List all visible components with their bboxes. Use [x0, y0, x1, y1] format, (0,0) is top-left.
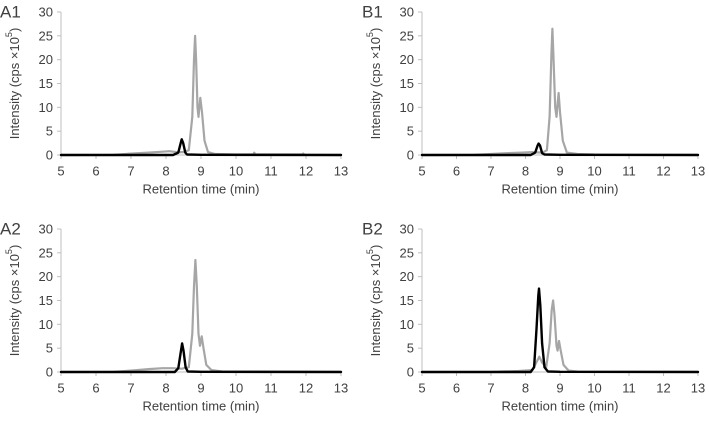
x-tick-label: 7	[487, 164, 494, 179]
y-tick-label: 0	[407, 365, 414, 380]
panel-label: A1	[0, 3, 21, 22]
x-tick-label: 5	[57, 164, 64, 179]
x-tick-label: 12	[656, 164, 670, 179]
y-tick-label: 10	[39, 317, 53, 332]
x-tick-label: 10	[229, 381, 243, 396]
y-tick-label: 30	[39, 222, 53, 237]
y-tick-label: 30	[39, 5, 53, 20]
y-axis-label: Intensity (cps ×105)	[4, 245, 22, 357]
y-axis-label: Intensity (cps ×105)	[4, 28, 22, 140]
series-line-gray	[59, 258, 343, 374]
x-tick-label: 9	[197, 381, 204, 396]
x-tick-label: 11	[264, 381, 278, 396]
y-tick-label: 15	[39, 293, 53, 308]
x-tick-label: 13	[334, 381, 348, 396]
x-tick-label: 5	[418, 164, 425, 179]
x-tick-label: 9	[556, 164, 563, 179]
y-tick-label: 25	[39, 28, 53, 43]
x-tick-label: 8	[162, 381, 169, 396]
y-tick-label: 5	[407, 341, 414, 356]
panel-label: B1	[362, 3, 383, 22]
x-tick-label: 5	[57, 381, 64, 396]
y-tick-label: 20	[39, 52, 53, 67]
x-tick-label: 12	[299, 381, 313, 396]
x-axis-label: Retention time (min)	[501, 182, 618, 197]
series-line-black	[59, 342, 343, 374]
x-tick-label: 10	[587, 164, 601, 179]
y-tick-label: 25	[400, 245, 414, 260]
y-tick-label: 15	[400, 293, 414, 308]
x-tick-label: 6	[453, 381, 460, 396]
series-line-gray	[59, 34, 343, 157]
y-tick-label: 30	[400, 5, 414, 20]
x-tick-label: 11	[622, 164, 636, 179]
y-tick-label: 0	[46, 365, 53, 380]
x-tick-label: 7	[127, 381, 134, 396]
x-tick-label: 13	[691, 381, 705, 396]
x-tick-label: 5	[418, 381, 425, 396]
x-tick-label: 10	[587, 381, 601, 396]
panel-label: B2	[362, 220, 383, 239]
y-tick-label: 5	[46, 341, 53, 356]
x-tick-label: 13	[691, 164, 705, 179]
y-tick-label: 10	[39, 100, 53, 115]
y-tick-label: 10	[400, 100, 414, 115]
series-line-gray	[420, 27, 700, 157]
x-tick-label: 10	[229, 164, 243, 179]
y-axis-label: Intensity (cps ×105)	[365, 245, 383, 357]
series-line-black	[59, 138, 343, 157]
x-tick-label: 7	[127, 164, 134, 179]
x-tick-label: 6	[453, 164, 460, 179]
y-tick-label: 0	[46, 148, 53, 163]
y-tick-label: 25	[400, 28, 414, 43]
y-tick-label: 0	[407, 148, 414, 163]
y-tick-label: 5	[46, 124, 53, 139]
y-tick-label: 30	[400, 222, 414, 237]
x-tick-label: 8	[522, 164, 529, 179]
series-line-gray	[420, 299, 700, 374]
y-tick-label: 15	[400, 76, 414, 91]
x-tick-label: 11	[622, 381, 636, 396]
series-line-black	[420, 287, 700, 374]
x-axis-label: Retention time (min)	[142, 182, 259, 197]
y-tick-label: 20	[400, 52, 414, 67]
series-line-black	[420, 142, 700, 157]
y-tick-label: 5	[407, 124, 414, 139]
x-tick-label: 13	[334, 164, 348, 179]
y-tick-label: 20	[39, 269, 53, 284]
x-tick-label: 9	[197, 164, 204, 179]
x-tick-label: 9	[556, 381, 563, 396]
x-tick-label: 6	[92, 381, 99, 396]
x-axis-label: Retention time (min)	[142, 399, 259, 414]
x-tick-label: 12	[299, 164, 313, 179]
x-tick-label: 12	[656, 381, 670, 396]
x-tick-label: 8	[522, 381, 529, 396]
y-tick-label: 20	[400, 269, 414, 284]
x-axis-label: Retention time (min)	[501, 399, 618, 414]
y-tick-label: 25	[39, 245, 53, 260]
panel-label: A2	[0, 220, 21, 239]
y-axis-label: Intensity (cps ×105)	[365, 28, 383, 140]
x-tick-label: 8	[162, 164, 169, 179]
x-tick-label: 7	[487, 381, 494, 396]
x-tick-label: 6	[92, 164, 99, 179]
x-tick-label: 11	[264, 164, 278, 179]
y-tick-label: 15	[39, 76, 53, 91]
y-tick-label: 10	[400, 317, 414, 332]
